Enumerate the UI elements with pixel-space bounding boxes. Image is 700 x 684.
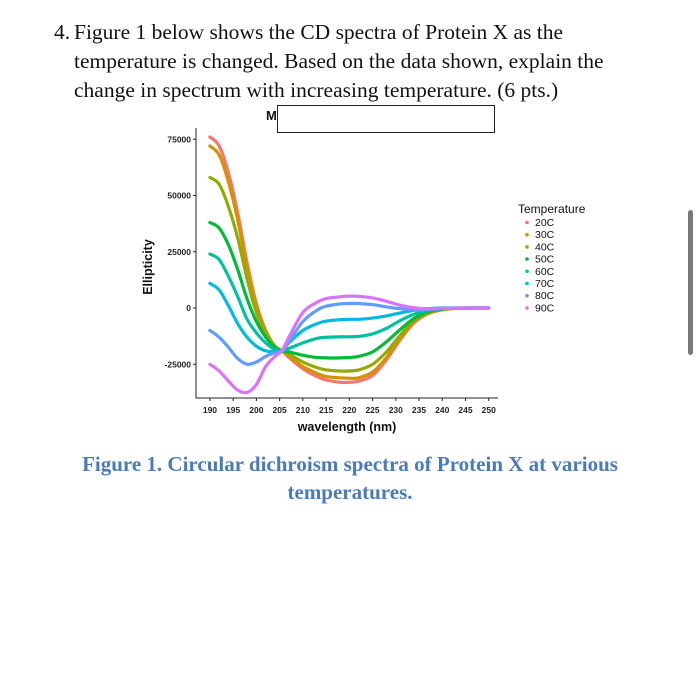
legend-title: Temperature: [518, 202, 586, 216]
vertical-scrollbar[interactable]: [688, 210, 693, 355]
figure-caption: Figure 1. Circular dichroism spectra of …: [82, 452, 618, 504]
series-line-90c: [208, 294, 491, 395]
x-tick-label: 205: [273, 405, 287, 415]
x-tick-label: 250: [482, 405, 496, 415]
question-number: 4.: [54, 20, 71, 44]
y-axis-title: Ellipticity: [141, 239, 155, 295]
legend-label: 50C: [535, 254, 555, 266]
x-tick-label: 200: [249, 405, 263, 415]
x-tick-label: 245: [458, 405, 472, 415]
legend-swatch: [525, 281, 529, 286]
x-tick-label: 215: [319, 405, 333, 415]
legend-swatch: [525, 220, 529, 225]
legend-label: 60C: [535, 266, 555, 278]
legend-swatch: [525, 306, 529, 310]
legend-swatch: [525, 269, 529, 274]
x-axis-title: wavelength (nm): [297, 420, 397, 434]
legend-label: 20C: [535, 217, 555, 229]
x-tick-label: 230: [389, 405, 403, 415]
redaction-box: [277, 105, 495, 133]
x-tick-label: 190: [203, 405, 217, 415]
legend-swatch: [525, 257, 529, 261]
legend-swatch: [525, 293, 529, 298]
legend-label: 90C: [535, 302, 555, 314]
x-tick-label: 240: [435, 405, 449, 415]
chart-axes: -25000 0 25000 50000 75000 190 195 200 205 210 215…: [141, 128, 498, 434]
x-tick-label: 225: [365, 405, 379, 415]
y-tick-label: 50000: [167, 191, 191, 201]
x-tick-label: 210: [296, 405, 310, 415]
x-tick-label: 220: [342, 405, 356, 415]
legend-swatch: [525, 232, 529, 237]
y-tick-label: 75000: [167, 134, 191, 144]
question-body: Figure 1 below shows the CD spectra of P…: [74, 20, 604, 102]
x-tick-label: 195: [226, 405, 240, 415]
y-tick-label: 0: [186, 303, 191, 313]
legend-label: 40C: [535, 241, 555, 253]
legend-label: 70C: [535, 278, 555, 290]
chart-header-fragment: M: [266, 108, 277, 123]
y-tick-label: 25000: [167, 247, 191, 257]
series-line-20c: [208, 135, 491, 385]
legend-label: 80C: [535, 290, 555, 302]
y-tick-label: -25000: [165, 359, 192, 369]
legend-swatch: [525, 245, 529, 249]
chart-series-lines: [208, 135, 491, 395]
legend-label: 30C: [535, 229, 555, 241]
x-tick-label: 235: [412, 405, 426, 415]
question-text: 4. Figure 1 below shows the CD spectra o…: [54, 18, 654, 105]
